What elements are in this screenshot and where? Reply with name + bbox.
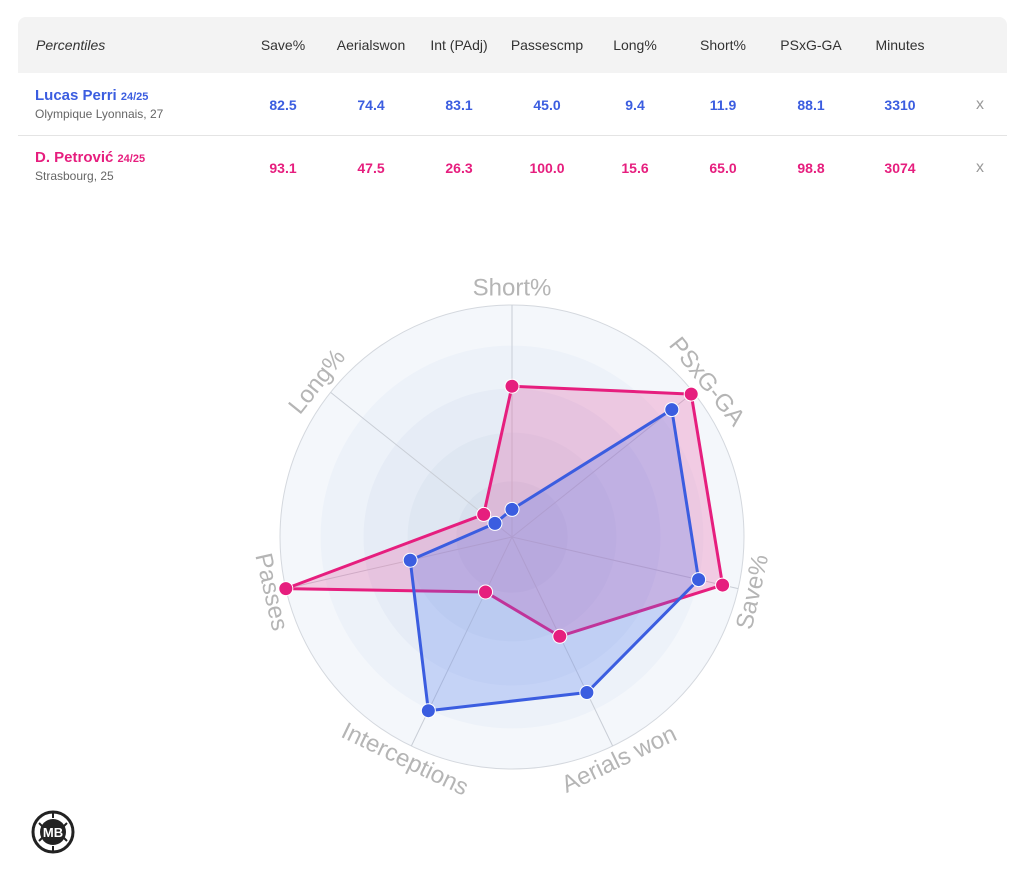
radar-point (504, 501, 520, 517)
radar-spoke (285, 536, 513, 590)
stat-cell: 26.3 (445, 160, 473, 176)
stat-cell: 47.5 (357, 160, 385, 176)
table-header: Percentiles Save% Aerials won Int (PAdj) Pas… (18, 17, 1007, 74)
radar-point (664, 402, 680, 418)
stat-cell: 3074 (884, 160, 916, 176)
player-name-text: D. Petrović (35, 149, 114, 166)
stat-cell: 3310 (884, 97, 916, 113)
column-header-7[interactable]: Minutes (855, 17, 945, 73)
column-header-1[interactable]: Aerials won (326, 17, 416, 73)
mb-logo: MB (31, 810, 75, 854)
stat-cell: 15.6 (621, 160, 649, 176)
column-header-0[interactable]: Save% (238, 17, 328, 73)
radar-point (691, 572, 707, 588)
stat-cell: 9.4 (625, 97, 645, 113)
column-header-line1: Short% (700, 37, 746, 53)
stat-cell: 65.0 (709, 160, 737, 176)
stat-cell: 93.1 (269, 160, 297, 176)
column-header-line1: Passes (510, 37, 557, 53)
radar-point (579, 685, 595, 701)
player-season: 24/25 (117, 153, 146, 165)
stat-cell: 83.1 (445, 97, 473, 113)
stat-cell: 74.4 (357, 97, 385, 113)
radar-series-area (284, 384, 725, 638)
column-header-3[interactable]: Passes cmp (502, 17, 592, 73)
column-header-line1: Save% (260, 37, 306, 53)
remove-player-button[interactable]: x (976, 159, 984, 176)
radar-point (478, 584, 494, 600)
radar-point (715, 577, 731, 593)
radar-series-area (408, 408, 701, 713)
column-header-line1: Int (PAdj) (430, 37, 488, 53)
radar-point (487, 515, 503, 531)
stat-cell: 11.9 (709, 97, 737, 113)
player-name-text: Lucas Perri (35, 87, 117, 104)
radar-point (278, 581, 294, 597)
radar-point (420, 703, 436, 719)
remove-player-button[interactable]: x (976, 96, 984, 113)
column-header-4[interactable]: Long% (590, 17, 680, 73)
column-header-line1: PSxG-GA (780, 37, 842, 53)
stat-cell: 88.1 (797, 97, 825, 113)
column-header-line1: Aerials (336, 37, 380, 53)
radar-point (552, 628, 568, 644)
player-row-2: D. Petrović 24/25 Strasbourg, 25 93.1 47.5 2… (18, 136, 1007, 198)
column-header-line2: won (379, 37, 406, 53)
stat-cell: 98.8 (797, 160, 825, 176)
column-header-line2: cmp (556, 37, 584, 53)
player-name[interactable]: D. Petrović 24/25 (35, 149, 145, 166)
logo-text: MB (43, 825, 63, 840)
stat-cell: 82.5 (269, 97, 297, 113)
player-season: 24/25 (120, 91, 149, 103)
column-header-line1: Minutes (875, 37, 925, 53)
column-header-line1: Long% (613, 37, 657, 53)
player-name[interactable]: Lucas Perri 24/25 (35, 87, 148, 104)
player-row-1: Lucas Perri 24/25 Olympique Lyonnais, 27 8… (18, 73, 1007, 136)
stat-cell: 100.0 (529, 160, 565, 176)
column-header-6[interactable]: PSxG-GA (766, 17, 856, 73)
radar-point (683, 386, 699, 402)
radar-axis-label: Short% (473, 274, 552, 301)
table-title: Percentiles (36, 37, 106, 53)
column-header-2[interactable]: Int (PAdj) (414, 17, 504, 73)
player-club: Olympique Lyonnais, 27 (35, 107, 164, 121)
radar-point (476, 506, 492, 522)
percentiles-table: Percentiles Save% Aerials won Int (PAdj) Pas… (18, 17, 1007, 198)
player-club: Strasbourg, 25 (35, 169, 114, 183)
radar-point (402, 552, 418, 568)
radar-point (504, 378, 520, 394)
stat-cell: 45.0 (533, 97, 561, 113)
column-header-5[interactable]: Short% (678, 17, 768, 73)
